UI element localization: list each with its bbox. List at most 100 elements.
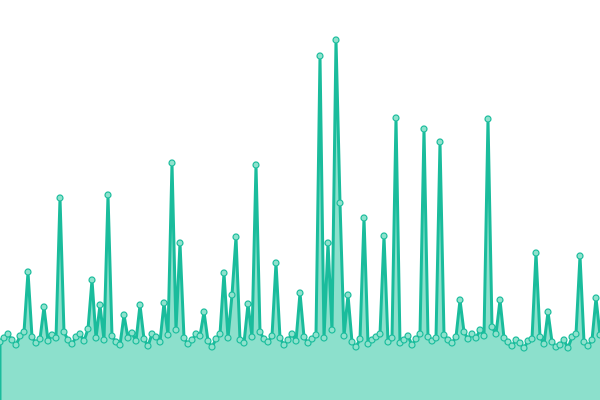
data-point bbox=[240, 339, 248, 347]
data-point bbox=[68, 340, 76, 348]
data-point bbox=[316, 52, 324, 60]
data-point bbox=[116, 341, 124, 349]
data-point bbox=[24, 268, 32, 276]
data-point bbox=[8, 336, 16, 344]
data-point bbox=[544, 308, 552, 316]
data-point bbox=[492, 330, 500, 338]
data-point bbox=[12, 341, 20, 349]
data-point bbox=[448, 339, 456, 347]
data-point bbox=[56, 194, 64, 202]
data-point bbox=[84, 325, 92, 333]
data-point bbox=[440, 331, 448, 339]
data-point bbox=[248, 333, 256, 341]
data-point bbox=[528, 335, 536, 343]
data-point bbox=[124, 334, 132, 342]
data-point bbox=[312, 331, 320, 339]
data-point bbox=[228, 291, 236, 299]
data-point bbox=[132, 337, 140, 345]
data-points bbox=[0, 36, 600, 352]
data-point bbox=[556, 341, 564, 349]
data-point bbox=[152, 333, 160, 341]
data-point bbox=[388, 334, 396, 342]
data-point bbox=[588, 336, 596, 344]
data-point bbox=[120, 311, 128, 319]
data-point bbox=[496, 296, 504, 304]
data-point bbox=[4, 330, 12, 338]
data-point bbox=[596, 331, 600, 339]
data-point bbox=[28, 333, 36, 341]
data-point bbox=[288, 330, 296, 338]
data-point bbox=[324, 239, 332, 247]
data-point bbox=[548, 338, 556, 346]
data-point bbox=[208, 343, 216, 351]
data-point bbox=[204, 337, 212, 345]
data-point bbox=[564, 344, 572, 352]
data-point bbox=[356, 335, 364, 343]
data-point bbox=[92, 334, 100, 342]
data-point bbox=[480, 332, 488, 340]
data-point bbox=[352, 343, 360, 351]
data-point bbox=[348, 338, 356, 346]
data-point bbox=[188, 336, 196, 344]
data-point bbox=[252, 161, 260, 169]
data-point bbox=[472, 334, 480, 342]
data-point bbox=[156, 338, 164, 346]
data-point bbox=[36, 335, 44, 343]
data-point bbox=[276, 334, 284, 342]
data-point bbox=[456, 296, 464, 304]
data-point bbox=[560, 336, 568, 344]
data-point bbox=[532, 249, 540, 257]
data-point bbox=[212, 335, 220, 343]
data-point bbox=[60, 328, 68, 336]
data-point bbox=[140, 335, 148, 343]
data-point bbox=[488, 323, 496, 331]
data-point bbox=[464, 335, 472, 343]
data-point bbox=[336, 199, 344, 207]
data-point bbox=[292, 337, 300, 345]
data-point bbox=[300, 333, 308, 341]
data-point bbox=[516, 339, 524, 347]
data-point bbox=[232, 233, 240, 241]
data-point bbox=[284, 336, 292, 344]
data-point bbox=[328, 326, 336, 334]
data-point bbox=[380, 232, 388, 240]
data-point bbox=[376, 330, 384, 338]
data-point bbox=[344, 291, 352, 299]
data-point bbox=[20, 328, 28, 336]
data-point bbox=[360, 214, 368, 222]
data-point bbox=[416, 330, 424, 338]
data-point bbox=[52, 334, 60, 342]
data-point bbox=[220, 269, 228, 277]
data-point bbox=[104, 191, 112, 199]
data-point bbox=[108, 332, 116, 340]
data-point bbox=[484, 115, 492, 123]
data-point bbox=[420, 125, 428, 133]
data-point bbox=[88, 276, 96, 284]
data-point bbox=[80, 337, 88, 345]
data-point bbox=[404, 332, 412, 340]
data-point bbox=[592, 294, 600, 302]
data-point bbox=[460, 328, 468, 336]
data-point bbox=[164, 331, 172, 339]
data-point bbox=[436, 138, 444, 146]
data-point bbox=[452, 333, 460, 341]
data-point bbox=[332, 36, 340, 44]
data-point bbox=[280, 341, 288, 349]
data-point bbox=[432, 334, 440, 342]
area-fill bbox=[0, 40, 600, 400]
data-point bbox=[100, 336, 108, 344]
data-point bbox=[536, 333, 544, 341]
data-point bbox=[196, 332, 204, 340]
data-point bbox=[216, 330, 224, 338]
data-point bbox=[264, 338, 272, 346]
data-point bbox=[296, 289, 304, 297]
data-point bbox=[340, 332, 348, 340]
data-point bbox=[168, 159, 176, 167]
data-point bbox=[160, 299, 168, 307]
data-point bbox=[584, 342, 592, 350]
data-point bbox=[572, 330, 580, 338]
data-point bbox=[476, 326, 484, 334]
data-point bbox=[180, 334, 188, 342]
data-point bbox=[520, 344, 528, 352]
